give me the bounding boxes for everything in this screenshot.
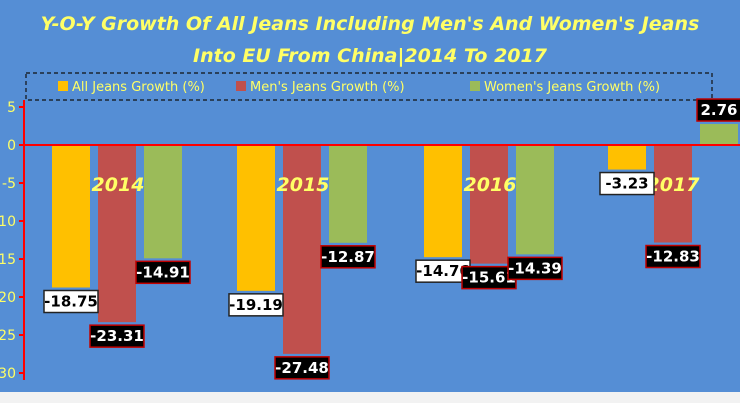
- y-tick-label: 0: [7, 138, 16, 154]
- category-label: 2015: [277, 174, 330, 196]
- category-label: 2016: [464, 174, 517, 196]
- bar-2016-s2: [516, 145, 554, 255]
- data-label: -14.76: [416, 262, 470, 280]
- axes-group: 5 0 -5 -10 -15 -20 -25 -30: [0, 100, 740, 382]
- bar-2017-s1: [654, 145, 692, 243]
- data-label-box: [274, 356, 330, 380]
- y-tick-label: -20: [0, 290, 16, 306]
- bar-2014-s1: [98, 145, 136, 323]
- bar-2015-s2: [329, 145, 367, 243]
- y-tick-label: -15: [0, 252, 16, 268]
- data-label: -3.23: [605, 175, 648, 193]
- y-tick-label: -25: [0, 328, 16, 344]
- legend-swatch: [470, 81, 480, 91]
- data-label: -12.87: [321, 248, 375, 266]
- data-label: -12.83: [646, 248, 700, 266]
- bar-2014-s2: [144, 145, 182, 259]
- bar-2017-s0: [608, 145, 646, 170]
- data-label: -19.19: [229, 296, 283, 314]
- chart-title-line-2: Into EU From China|2014 To 2017: [193, 45, 548, 67]
- legend-swatch: [58, 81, 68, 91]
- data-label: -14.91: [136, 263, 190, 281]
- y-tick-label: -30: [0, 366, 16, 382]
- data-label-box: [507, 256, 563, 281]
- legend-label: Men's Jeans Growth (%): [250, 80, 405, 95]
- data-label: 2.76: [700, 101, 737, 119]
- data-label-box: [320, 245, 376, 269]
- bar-2015-s1: [283, 145, 321, 354]
- y-tick-label: 5: [7, 100, 16, 116]
- data-label-box: [599, 171, 655, 196]
- bar-2014-s0: [52, 145, 90, 288]
- bar-2016-s0: [424, 145, 462, 258]
- data-label: -27.48: [275, 359, 329, 377]
- category-label: 2014: [92, 174, 145, 196]
- category-label: 2017: [647, 174, 701, 196]
- data-label: -18.75: [44, 293, 98, 311]
- bar-2017-s2: [700, 124, 738, 145]
- legend-label: Women's Jeans Growth (%): [484, 80, 660, 95]
- legend-label: All Jeans Growth (%): [72, 80, 205, 95]
- data-label-box: [696, 98, 740, 122]
- bar-2016-s1: [470, 145, 508, 264]
- data-label-box: [645, 244, 701, 269]
- data-label: -23.31: [90, 327, 144, 345]
- data-label-box: [43, 289, 99, 314]
- data-label-box: [228, 293, 284, 317]
- bar-2015-s0: [237, 145, 275, 291]
- bars-group: [52, 124, 738, 354]
- legend: All Jeans Growth (%) Men's Jeans Growth (…: [58, 80, 660, 95]
- data-label-box: [89, 324, 145, 348]
- legend-box: [25, 72, 713, 101]
- chart-title-line-1: Y-O-Y Growth Of All Jeans Including Men'…: [41, 13, 700, 35]
- y-tick-label: -5: [2, 176, 16, 192]
- chart-bottom-strip: [0, 392, 740, 403]
- data-label: -14.39: [508, 259, 562, 277]
- data-label-box: [135, 260, 191, 285]
- labels-group: 2014 2015 2016 2017 -18.75 -19.19 -14.76 -3.23 -…: [43, 98, 740, 380]
- legend-swatch: [236, 81, 246, 91]
- y-tick-label: -10: [0, 214, 16, 230]
- data-label: -15.61: [462, 269, 516, 287]
